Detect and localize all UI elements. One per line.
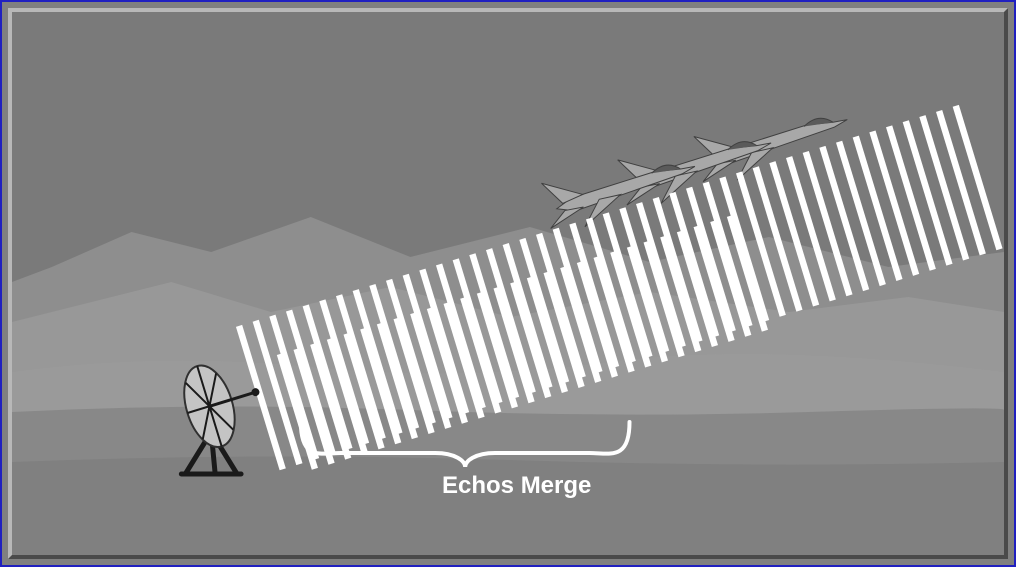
diagram-frame: Echos Merge: [0, 0, 1016, 567]
bevel-border: Echos Merge: [8, 8, 1008, 559]
radar-scene: Echos Merge: [12, 12, 1004, 555]
echos-merge-label: Echos Merge: [442, 472, 591, 500]
